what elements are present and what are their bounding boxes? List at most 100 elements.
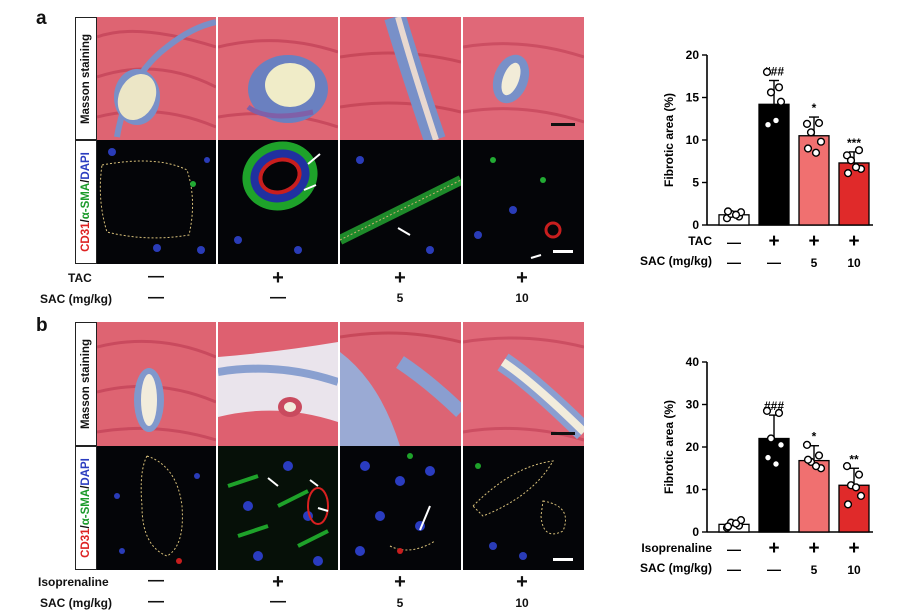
treatment-value: — <box>727 234 741 250</box>
masson-image-b-1 <box>97 322 216 446</box>
masson-label-text: Masson staining <box>80 33 92 124</box>
dose-value: — <box>148 593 164 610</box>
bar <box>798 135 830 226</box>
data-point <box>776 440 786 449</box>
dose-value: — <box>767 561 781 577</box>
fluor-label-text: CD31/α-SMA/DAPI <box>80 152 92 252</box>
fluor-image-b-4 <box>463 446 584 570</box>
masson-image-a-1 <box>97 17 216 140</box>
treatment-value: + <box>808 231 819 252</box>
masson-image-a-2 <box>218 17 338 140</box>
y-tick-label: 15 <box>686 91 700 105</box>
masson-image-a-3 <box>340 17 461 140</box>
fluor-image-b-2 <box>218 446 338 570</box>
data-point <box>763 453 773 462</box>
y-axis-label: Fibrotic area (%) <box>662 93 676 187</box>
significance-label: * <box>812 101 817 115</box>
masson-label-text: Masson staining <box>80 338 92 430</box>
masson-row-label-b: Masson staining <box>75 322 97 446</box>
data-point <box>846 156 856 165</box>
data-point <box>762 67 772 77</box>
sma-text: α-SMA <box>80 182 92 220</box>
data-point <box>731 519 741 528</box>
fluor-image-a-3 <box>340 140 461 264</box>
data-point <box>816 137 826 146</box>
cd31-text: CD31 <box>80 528 92 558</box>
fluor-image-b-3 <box>340 446 461 570</box>
y-tick-label: 0 <box>692 525 699 539</box>
dose-value: — <box>727 561 741 577</box>
panel-b-letter: b <box>36 315 48 336</box>
fibrotic-area-chart-b: Fibrotic area (%)010203040——###+—*+5**+1… <box>640 355 873 577</box>
data-point <box>766 434 776 443</box>
masson-image-b-4 <box>463 322 584 446</box>
slash-text: / <box>80 525 92 529</box>
dose-value: 10 <box>515 291 529 305</box>
data-point <box>814 118 824 128</box>
sma-text: α-SMA <box>80 488 92 526</box>
treatment-value: + <box>272 571 284 593</box>
treatment-label: Isoprenaline <box>38 575 109 589</box>
bar <box>838 484 870 533</box>
treatment-label: TAC <box>68 271 92 285</box>
significance-label: * <box>812 430 817 444</box>
dose-value: 10 <box>847 256 861 270</box>
y-tick-label: 30 <box>686 398 700 412</box>
data-point <box>803 455 813 464</box>
slash-text: / <box>80 179 92 183</box>
bar <box>758 437 790 533</box>
data-point <box>811 148 821 157</box>
fluor-image-a-1 <box>97 140 216 264</box>
y-tick-label: 10 <box>686 483 700 497</box>
dose-value: 5 <box>811 256 818 270</box>
scale-bar <box>553 558 573 561</box>
treatment-value: + <box>394 267 406 289</box>
data-point <box>802 119 812 128</box>
dapi-text: DAPI <box>80 152 92 180</box>
bar <box>838 162 870 226</box>
data-point <box>766 88 776 97</box>
dose-value: 5 <box>811 563 818 577</box>
y-tick-label: 5 <box>692 176 699 190</box>
y-tick-label: 20 <box>686 440 700 454</box>
dapi-text: DAPI <box>80 458 92 486</box>
data-point <box>806 128 816 137</box>
fluor-image-b-1 <box>97 446 216 570</box>
data-point <box>856 491 866 500</box>
data-point <box>774 83 784 92</box>
fibrotic-area-chart-a: Fibrotic area (%)05101520——###+—*+5***+1… <box>640 48 873 270</box>
panel-a-letter: a <box>36 8 47 29</box>
y-tick-label: 10 <box>686 133 700 147</box>
treatment-value: + <box>848 538 859 559</box>
scale-bar <box>551 123 575 126</box>
y-tick-label: 0 <box>692 218 699 232</box>
data-point <box>802 440 812 449</box>
data-point <box>842 151 852 160</box>
data-point <box>814 451 824 460</box>
data-point <box>723 522 733 531</box>
masson-image-b-3 <box>340 322 461 446</box>
dose-value: — <box>270 593 286 610</box>
dose-value: — <box>270 289 286 306</box>
slash-text: / <box>80 485 92 489</box>
sac-dose-label: SAC (mg/kg) <box>40 292 112 306</box>
sac-dose-label: SAC (mg/kg) <box>640 561 712 575</box>
data-point <box>771 116 781 125</box>
data-point <box>771 459 781 469</box>
data-point <box>774 408 784 418</box>
data-point <box>851 163 861 172</box>
dose-value: — <box>767 254 781 270</box>
treatment-label: TAC <box>688 234 712 248</box>
treatment-label: Isoprenaline <box>641 541 712 555</box>
masson-image-a-4 <box>463 17 584 140</box>
fluor-row-label-a: CD31/α-SMA/DAPI <box>75 140 97 264</box>
treatment-value: + <box>768 538 779 559</box>
significance-label: ** <box>849 452 859 466</box>
data-point <box>776 97 786 106</box>
data-point <box>731 210 741 219</box>
y-tick-label: 20 <box>686 48 700 62</box>
dose-value: 5 <box>396 291 404 305</box>
data-point <box>843 500 853 509</box>
y-axis-label: Fibrotic area (%) <box>662 400 676 494</box>
data-point <box>811 462 821 471</box>
